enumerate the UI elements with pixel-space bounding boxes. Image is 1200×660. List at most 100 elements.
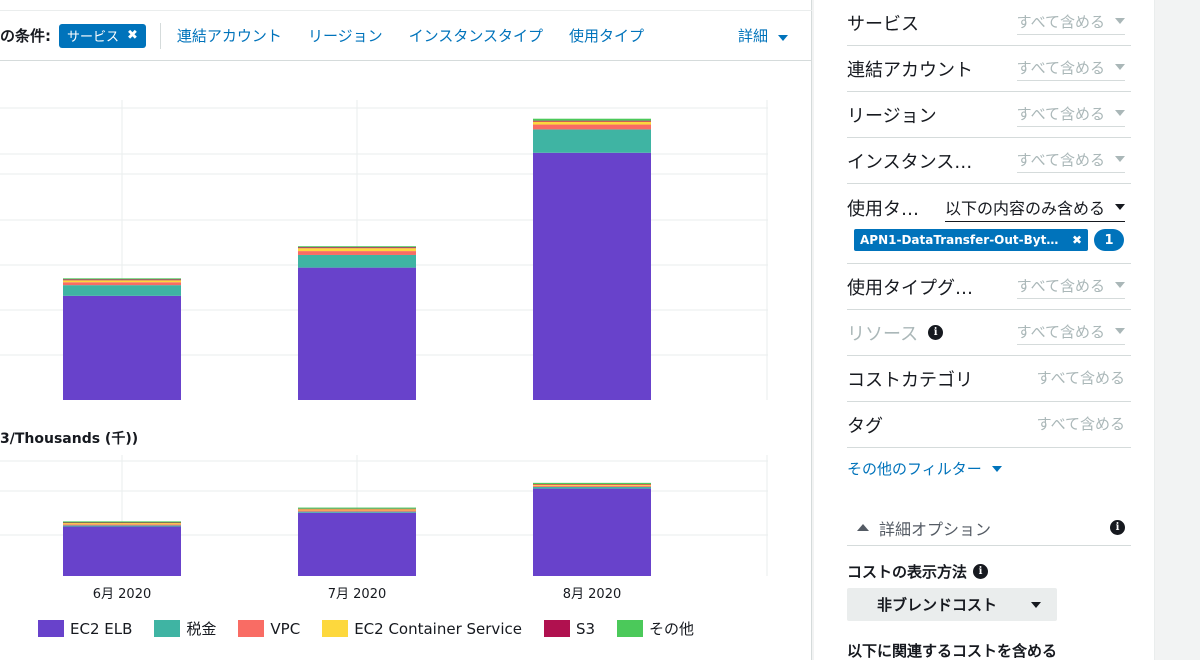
bar-segment[interactable]: [533, 486, 651, 489]
filter-link-usage-type[interactable]: 使用タイプ: [569, 27, 645, 45]
bar-segment[interactable]: [298, 251, 416, 255]
filter-row-resource[interactable]: リソース i すべて含める: [847, 310, 1131, 356]
display-method-title: コストの表示方法: [847, 563, 968, 581]
right-gutter: [1154, 0, 1200, 660]
usage-type-count-badge: 1: [1094, 229, 1124, 251]
filter-select[interactable]: すべて含める: [1016, 11, 1125, 35]
legend-item-vpc[interactable]: VPC: [238, 620, 300, 638]
filter-select[interactable]: すべて含める: [1016, 57, 1125, 81]
service-filter-chip-label: サービス: [67, 30, 120, 45]
bar-segment[interactable]: [63, 526, 181, 576]
bar-segment[interactable]: [533, 124, 651, 130]
bar-segment[interactable]: [533, 121, 651, 125]
filter-select[interactable]: すべて含める: [1036, 415, 1125, 433]
advanced-options-header[interactable]: 詳細オプション i: [847, 510, 1131, 546]
filter-select[interactable]: すべて含める: [1036, 369, 1125, 387]
bar-segment[interactable]: [298, 511, 416, 513]
bar-segment[interactable]: [298, 512, 416, 576]
info-icon[interactable]: i: [1110, 520, 1125, 535]
filter-select[interactable]: 以下の内容のみ含める: [944, 195, 1125, 222]
legend-label: 税金: [186, 620, 217, 638]
caret-up-icon: [857, 524, 869, 531]
bar-segment[interactable]: [298, 508, 416, 510]
bar-segment[interactable]: [533, 152, 651, 400]
x-tick-label: 7月 2020: [327, 587, 387, 602]
more-filters-label: その他のフィルター: [847, 460, 982, 478]
bar-segment[interactable]: [63, 524, 181, 526]
filter-bar: の条件: サービス ✖ 連結アカウント リージョン インスタンスタイプ 使用タイ…: [0, 10, 812, 61]
legend-label: S3: [575, 619, 596, 638]
service-filter-chip[interactable]: サービス ✖: [59, 23, 146, 48]
filter-select[interactable]: すべて含める: [1016, 275, 1125, 299]
filter-select[interactable]: すべて含める: [1016, 321, 1125, 345]
caret-down-icon: [1115, 64, 1125, 70]
legend-swatch: [617, 620, 644, 637]
bar-segment[interactable]: [63, 282, 181, 286]
filter-link-region[interactable]: リージョン: [307, 27, 383, 45]
info-icon[interactable]: i: [973, 564, 989, 579]
bar-segment[interactable]: [63, 525, 181, 527]
bar-segment[interactable]: [533, 118, 651, 121]
filter-link-instance-type[interactable]: インスタンスタイプ: [408, 27, 544, 45]
bar-segment[interactable]: [63, 523, 181, 525]
cost-bar-chart-top: [0, 100, 768, 400]
legend-item-tax[interactable]: 税金: [154, 618, 216, 639]
bar-segment[interactable]: [533, 485, 651, 487]
filters-side-panel: サービス すべて含める 連結アカウント すべて含める リージョン すべて含める …: [814, 0, 1154, 660]
display-method-select[interactable]: 非ブレンドコスト: [847, 588, 1057, 621]
filter-link-linked-account[interactable]: 連結アカウント: [176, 27, 282, 45]
filter-row-usage-type[interactable]: 使用タ… 以下の内容のみ含める: [847, 184, 1131, 264]
legend-item-other[interactable]: その他: [617, 618, 694, 639]
bar-segment[interactable]: [533, 129, 651, 153]
legend-label: その他: [649, 620, 695, 638]
more-filters-link[interactable]: その他のフィルター: [847, 458, 1002, 479]
bar-segment[interactable]: [533, 484, 651, 485]
filter-select-value: すべて含める: [1016, 276, 1105, 295]
usage-type-chip[interactable]: APN1-DataTransfer-Out-Byte… ✖: [854, 229, 1088, 251]
legend-item-ec2-elb[interactable]: EC2 ELB: [38, 620, 132, 638]
caret-down-icon: [1115, 156, 1125, 162]
bar-segment[interactable]: [63, 278, 181, 280]
advanced-options-label: 詳細オプション: [879, 519, 992, 539]
legend-label: EC2 Container Service: [354, 619, 522, 638]
bar-segment[interactable]: [63, 285, 181, 296]
bar-segment[interactable]: [298, 509, 416, 511]
bar-segment[interactable]: [63, 280, 181, 283]
close-icon[interactable]: ✖: [127, 28, 138, 43]
filter-row-cost-category[interactable]: コストカテゴリ すべて含める: [847, 356, 1131, 402]
filter-row-linked-account[interactable]: 連結アカウント すべて含める: [847, 46, 1131, 92]
chart-axis-title: 3/Thousands (千)): [0, 431, 139, 447]
filter-row-service[interactable]: サービス すべて含める: [847, 0, 1131, 46]
display-method-value: 非ブレンドコスト: [877, 596, 998, 614]
filter-select-value: すべて含める: [1016, 322, 1105, 341]
filter-row-instance-type[interactable]: インスタンス… すべて含める: [847, 138, 1131, 184]
legend-item-ec2-container-service[interactable]: EC2 Container Service: [322, 620, 522, 638]
bar-segment[interactable]: [533, 482, 651, 484]
bar-segment[interactable]: [533, 484, 651, 486]
filter-row-tag[interactable]: タグ すべて含める: [847, 402, 1131, 448]
detail-dropdown[interactable]: 詳細: [738, 25, 788, 46]
bar-segment[interactable]: [63, 295, 181, 400]
legend-item-s3[interactable]: S3: [543, 619, 596, 638]
bar-segment[interactable]: [298, 507, 416, 509]
caret-down-icon: [778, 35, 788, 41]
bar-segment[interactable]: [63, 521, 181, 523]
bar-segment[interactable]: [298, 248, 416, 252]
bar-segment[interactable]: [63, 522, 181, 524]
bar-segment[interactable]: [298, 267, 416, 400]
filter-select[interactable]: すべて含める: [1016, 149, 1125, 173]
bar-segment[interactable]: [533, 120, 651, 122]
bar-segment[interactable]: [533, 488, 651, 576]
filter-select[interactable]: すべて含める: [1016, 103, 1125, 127]
bar-segment[interactable]: [298, 254, 416, 268]
filter-row-region[interactable]: リージョン すべて含める: [847, 92, 1131, 138]
bar-segment[interactable]: [298, 247, 416, 249]
bar-segment[interactable]: [63, 279, 181, 281]
bar-segment[interactable]: [298, 246, 416, 248]
bar-segment[interactable]: [298, 510, 416, 512]
x-axis-labels: 6月 2020 7月 2020 8月 2020: [0, 583, 812, 603]
main-panel: の条件: サービス ✖ 連結アカウント リージョン インスタンスタイプ 使用タイ…: [0, 0, 812, 660]
info-icon[interactable]: i: [928, 325, 944, 340]
close-icon[interactable]: ✖: [1071, 233, 1082, 247]
filter-row-usage-type-group[interactable]: 使用タイプグ… すべて含める: [847, 264, 1131, 310]
